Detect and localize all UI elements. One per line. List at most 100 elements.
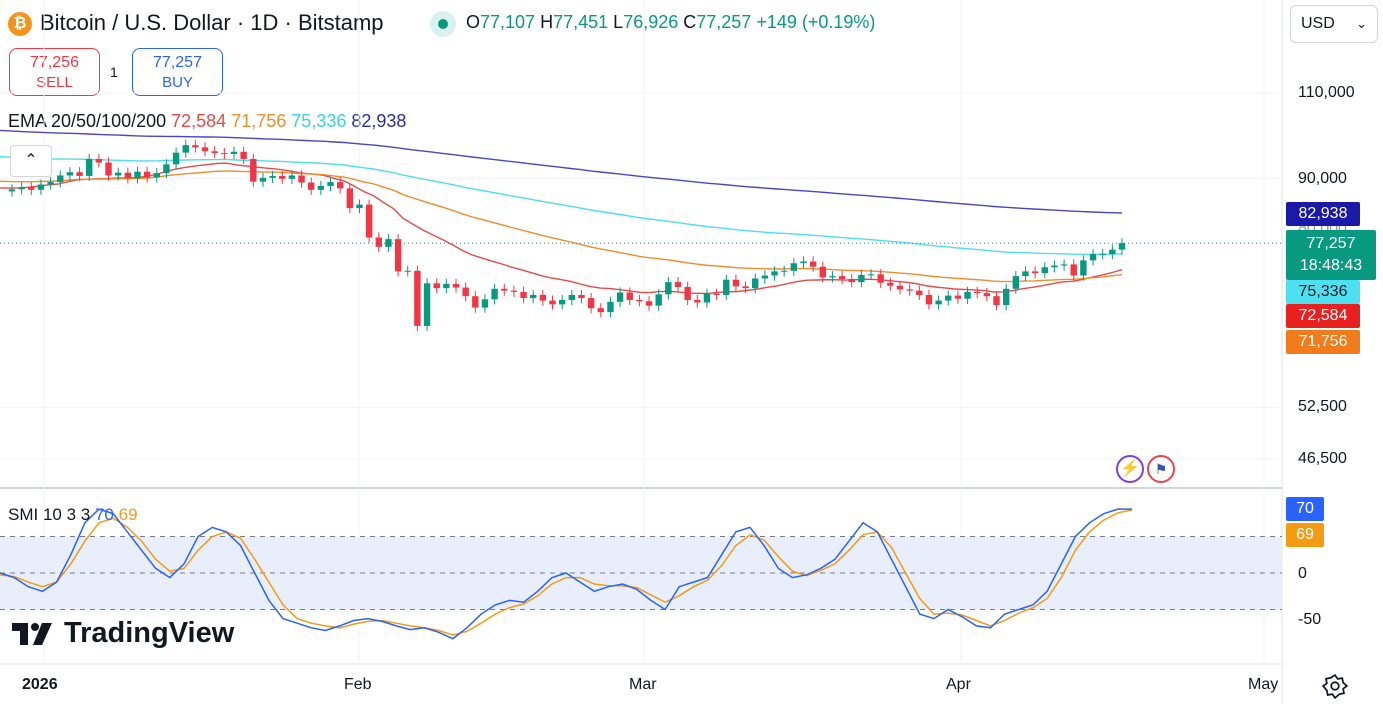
candle-body	[510, 290, 518, 292]
candle-body	[1118, 243, 1126, 250]
candle-body	[867, 274, 875, 276]
price-axis-label: 52,500	[1298, 398, 1347, 415]
candle-body	[713, 293, 720, 295]
spread-value: 1	[110, 64, 118, 80]
buy-button[interactable]: 77,257 BUY	[132, 48, 223, 96]
candle-body	[365, 204, 373, 238]
smi-lines	[0, 508, 1133, 640]
candle-body	[462, 287, 469, 297]
candle-body	[163, 164, 170, 174]
candle-body	[539, 294, 547, 301]
candle-body	[809, 261, 817, 267]
smi-axis-label: 0	[1298, 565, 1307, 582]
candle-body	[134, 171, 141, 179]
chart-grid	[0, 0, 1283, 704]
sell-button[interactable]: 77,256 SELL	[9, 48, 100, 96]
lightning-event-icon[interactable]: ⚡	[1116, 455, 1144, 483]
last-price-tag: 77,257 18:48:43	[1286, 230, 1376, 280]
candle-body	[742, 286, 749, 289]
candle-body	[192, 145, 199, 148]
ema-legend[interactable]: EMA 20/50/100/200 72,584 71,756 75,336 8…	[8, 111, 406, 132]
symbol-title[interactable]: Bitcoin / U.S. Dollar · 1D · Bitstamp	[40, 10, 384, 35]
candle-body	[916, 290, 923, 295]
candle-body	[346, 188, 354, 209]
time-axis-label: Mar	[629, 676, 657, 693]
chart-header: ₿ Bitcoin / U.S. Dollar · 1D · Bitstamp …	[0, 0, 1280, 48]
candle-body	[182, 145, 189, 153]
candle-body	[674, 282, 682, 287]
candle-body	[1022, 271, 1029, 277]
candle-body	[95, 158, 103, 163]
market-open-status-icon	[430, 11, 456, 37]
smi-legend[interactable]: SMI 10 3 3 70 69	[8, 505, 138, 525]
candle-body	[86, 158, 93, 176]
ema200-value: 82,938	[351, 111, 407, 131]
candle-body	[800, 261, 807, 264]
open-label: O	[466, 12, 481, 32]
candle-body	[819, 266, 826, 278]
us-flag-event-icon[interactable]: ⚑	[1147, 455, 1175, 483]
candle-body	[452, 283, 460, 288]
bar-countdown: 18:48:43	[1299, 257, 1363, 274]
candle-body	[520, 291, 527, 299]
candle-body	[1060, 264, 1068, 266]
candle-body	[57, 175, 64, 183]
candle-body	[848, 279, 855, 283]
candle-body	[983, 293, 991, 297]
close-label: C	[683, 12, 697, 32]
candle-body	[935, 300, 942, 305]
candle-body	[626, 292, 633, 300]
chevron-down-icon: ⌄	[1356, 16, 1367, 31]
candle-body	[105, 162, 112, 176]
candle-body	[433, 283, 440, 289]
time-axis-label: 2026	[22, 676, 58, 693]
ema100-price-tag: 75,336	[1286, 280, 1360, 304]
high-value: 77,451	[553, 12, 609, 32]
candle-body	[558, 299, 566, 305]
tradingview-logo-text: TradingView	[64, 617, 235, 649]
time-axis-label: May	[1248, 676, 1279, 693]
candle-body	[472, 296, 479, 308]
candle-body	[1080, 260, 1087, 276]
smi-signal-tag: 69	[1286, 523, 1324, 547]
high-label: H	[540, 12, 554, 32]
candle-body	[568, 294, 576, 300]
ohlc-values: O77,107 H77,451 L76,926 C77,257 +149 (+0…	[466, 12, 875, 33]
ema20-value: 72,584	[171, 111, 227, 131]
candle-body	[481, 299, 489, 308]
smi-signal-value: 69	[118, 505, 138, 524]
price-axis-label: 90,000	[1298, 170, 1347, 187]
time-axis-label: Apr	[946, 676, 971, 693]
candle-body	[636, 299, 643, 302]
ema-lines	[0, 129, 1123, 295]
smi-signal-line	[0, 509, 1133, 636]
candle-body	[356, 204, 363, 209]
candle-body	[279, 175, 286, 179]
candle-body	[491, 288, 498, 300]
candle-body	[394, 239, 402, 272]
buy-price: 77,257	[153, 54, 202, 71]
candle-body	[1012, 276, 1020, 289]
candle-body	[925, 294, 933, 305]
candle-body	[298, 175, 305, 183]
candle-body	[1070, 264, 1077, 276]
candles	[0, 140, 1282, 332]
candle-body	[945, 295, 952, 301]
tradingview-logo-icon	[12, 623, 52, 646]
ema20-line	[0, 162, 1123, 295]
candle-body	[28, 187, 35, 190]
candle-body	[47, 182, 54, 185]
candle-body	[616, 292, 624, 302]
currency-select[interactable]: USD ⌄	[1290, 5, 1378, 43]
ema50-price-tag: 71,756	[1286, 330, 1360, 354]
candle-body	[18, 187, 25, 190]
candle-body	[414, 270, 421, 326]
candle-body	[124, 172, 132, 179]
collapse-legend-button[interactable]: ⌃	[10, 145, 52, 177]
ema50-value: 71,756	[231, 111, 287, 131]
settings-gear-icon[interactable]	[1322, 673, 1348, 699]
bitcoin-icon: ₿	[8, 12, 32, 36]
candle-body	[732, 279, 740, 287]
candle-body	[780, 270, 788, 272]
